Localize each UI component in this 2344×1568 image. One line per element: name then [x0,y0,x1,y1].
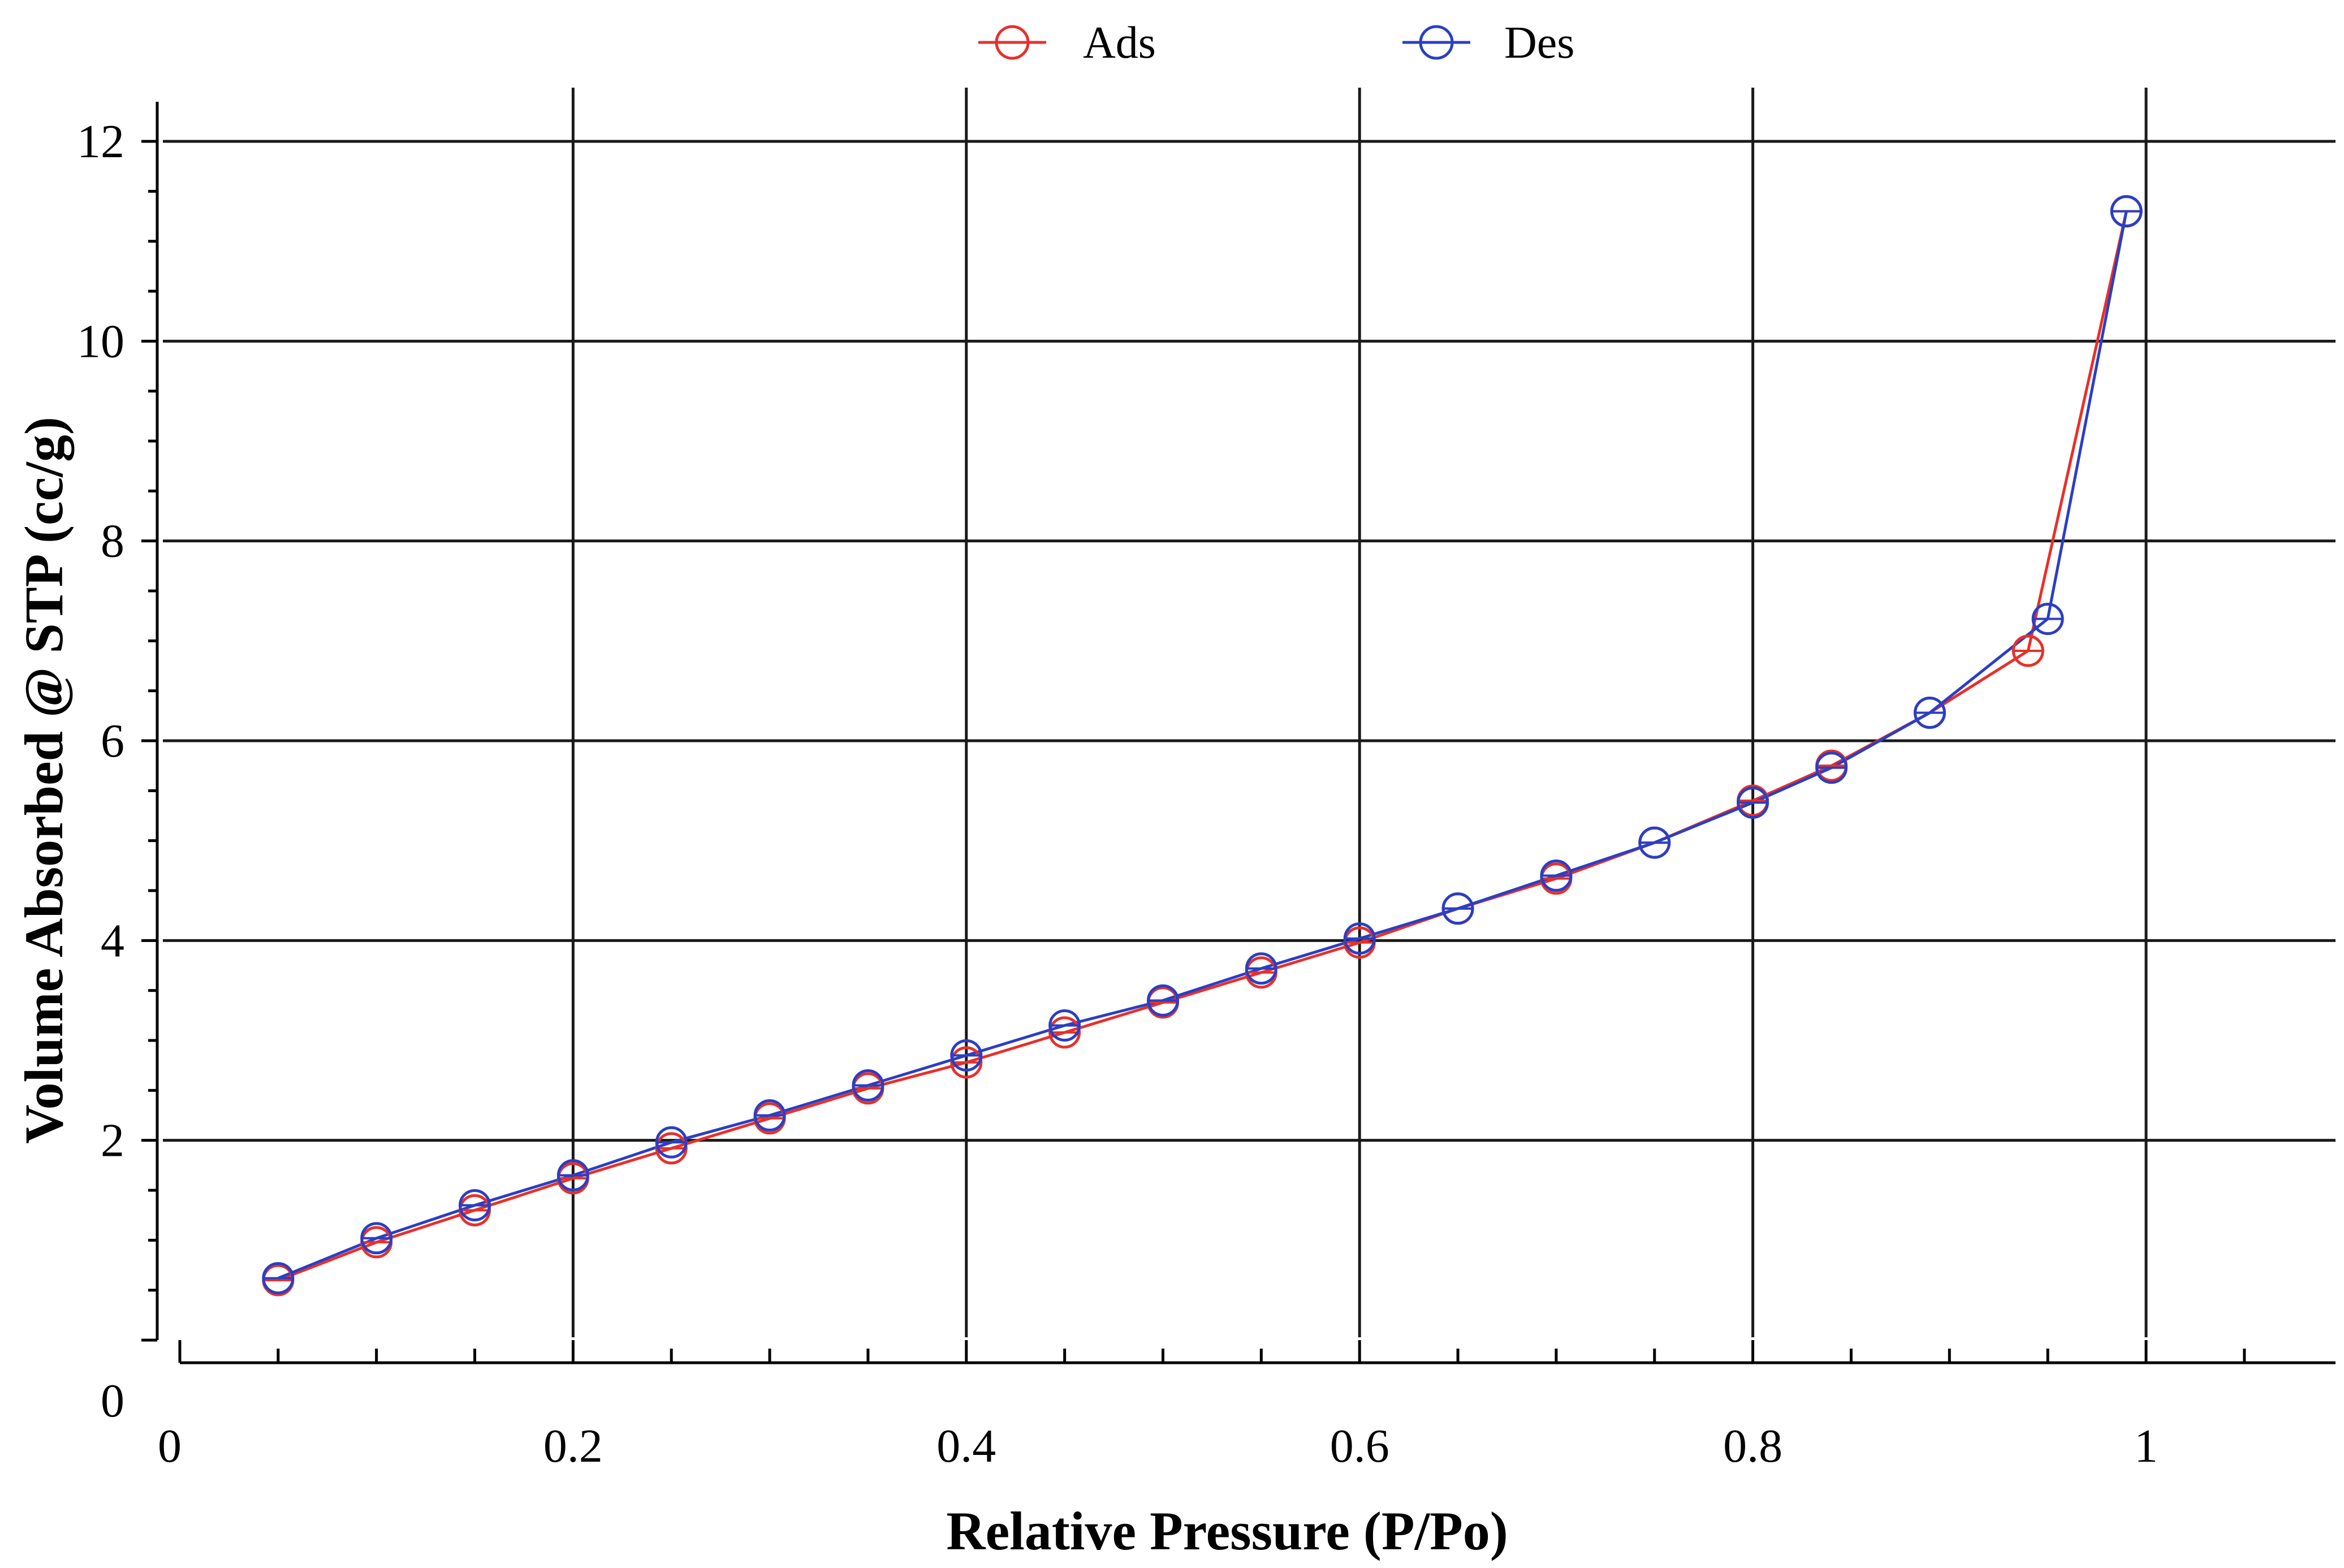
y-tick-label: 2 [101,1115,124,1167]
y-tick-label: 8 [101,515,124,568]
grid-lines [163,88,2336,1337]
y-tick-label: 0 [101,1375,124,1427]
legend-label: Des [1504,18,1574,68]
y-tick-label: 6 [101,715,124,767]
axes: 0 2 4 6 8 10 12 0 0.2 0.4 0.6 0.8 1 [77,102,2336,1472]
y-tick-label: 4 [101,914,124,967]
legend-item-des: Des [1402,18,1574,68]
x-axis-title: Relative Pressure (P/Po) [946,1501,1508,1561]
legend: Ads Des [978,18,1574,68]
x-tick-label: 0.4 [936,1420,996,1472]
legend-item-ads: Ads [978,18,1156,68]
legend-label: Ads [1083,18,1156,68]
x-tick-label: 0.6 [1330,1420,1389,1472]
y-axis-title: Volume Absorbed @ STP (cc/g) [14,417,74,1144]
y-tick-label: 12 [77,115,124,168]
x-tick-label: 1 [2134,1420,2158,1472]
x-tick-label: 0 [158,1420,182,1472]
legend-marker [1419,25,1454,60]
series-line-des [277,211,2128,1280]
x-tick-label: 0.2 [543,1420,603,1472]
legend-marker [995,25,1030,60]
x-tick-label: 0.8 [1723,1420,1782,1472]
axis-labels: Relative Pressure (P/Po) Volume Absorbed… [14,417,1508,1561]
series-line-ads [277,211,2128,1282]
y-tick-label: 10 [77,315,124,368]
series-layer [262,195,2143,1297]
